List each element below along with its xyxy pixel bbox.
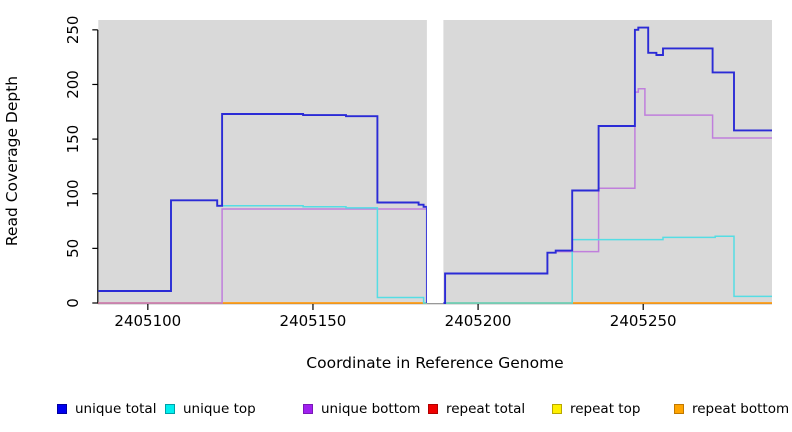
x-tick-label: 2405250	[610, 312, 677, 330]
x-tick-label: 2405200	[445, 312, 512, 330]
legend-item-repeat-top: repeat top	[552, 402, 640, 416]
legend-item-unique-top: unique top	[165, 402, 256, 416]
legend-item-repeat-total: repeat total	[428, 402, 525, 416]
legend-label: repeat total	[446, 401, 526, 417]
repeat-top-swatch-icon	[552, 404, 562, 414]
x-axis-title: Coordinate in Reference Genome	[306, 354, 563, 372]
series-line-unique-top	[443, 235, 772, 304]
legend-item-repeat-bottom: repeat bottom	[674, 402, 789, 416]
y-axis-title: Read Coverage Depth	[3, 76, 21, 246]
repeat-total-swatch-icon	[428, 404, 438, 414]
y-tick-label: 200	[64, 70, 82, 99]
unique-bottom-swatch-icon	[303, 404, 313, 414]
legend-label: repeat bottom	[692, 401, 790, 417]
unique-total-swatch-icon	[57, 404, 67, 414]
series-line-unique-total	[443, 26, 772, 304]
legend-item-unique-total: unique total	[57, 402, 156, 416]
legend-label: unique total	[75, 401, 157, 417]
x-tick-label: 2405100	[114, 312, 181, 330]
y-tick-label: 50	[64, 239, 82, 258]
y-tick-label: 150	[64, 125, 82, 154]
repeat-bottom-swatch-icon	[674, 404, 684, 414]
y-tick-label: 100	[64, 179, 82, 208]
y-tick-label: 250	[64, 16, 82, 45]
legend-label: unique top	[183, 401, 256, 417]
legend-item-unique-bottom: unique bottom	[303, 402, 420, 416]
x-tick-label: 2405150	[280, 312, 347, 330]
plot-layer: 0 50 100 150 200 250 2405100 2405150 2405200 2405…	[64, 16, 773, 330]
unique-top-swatch-icon	[165, 404, 175, 414]
data-gap	[426, 18, 444, 304]
y-tick-label: 0	[64, 298, 82, 308]
legend-label: unique bottom	[321, 401, 421, 417]
series-line-unique-total	[98, 113, 428, 303]
legend-label: repeat top	[570, 401, 641, 417]
